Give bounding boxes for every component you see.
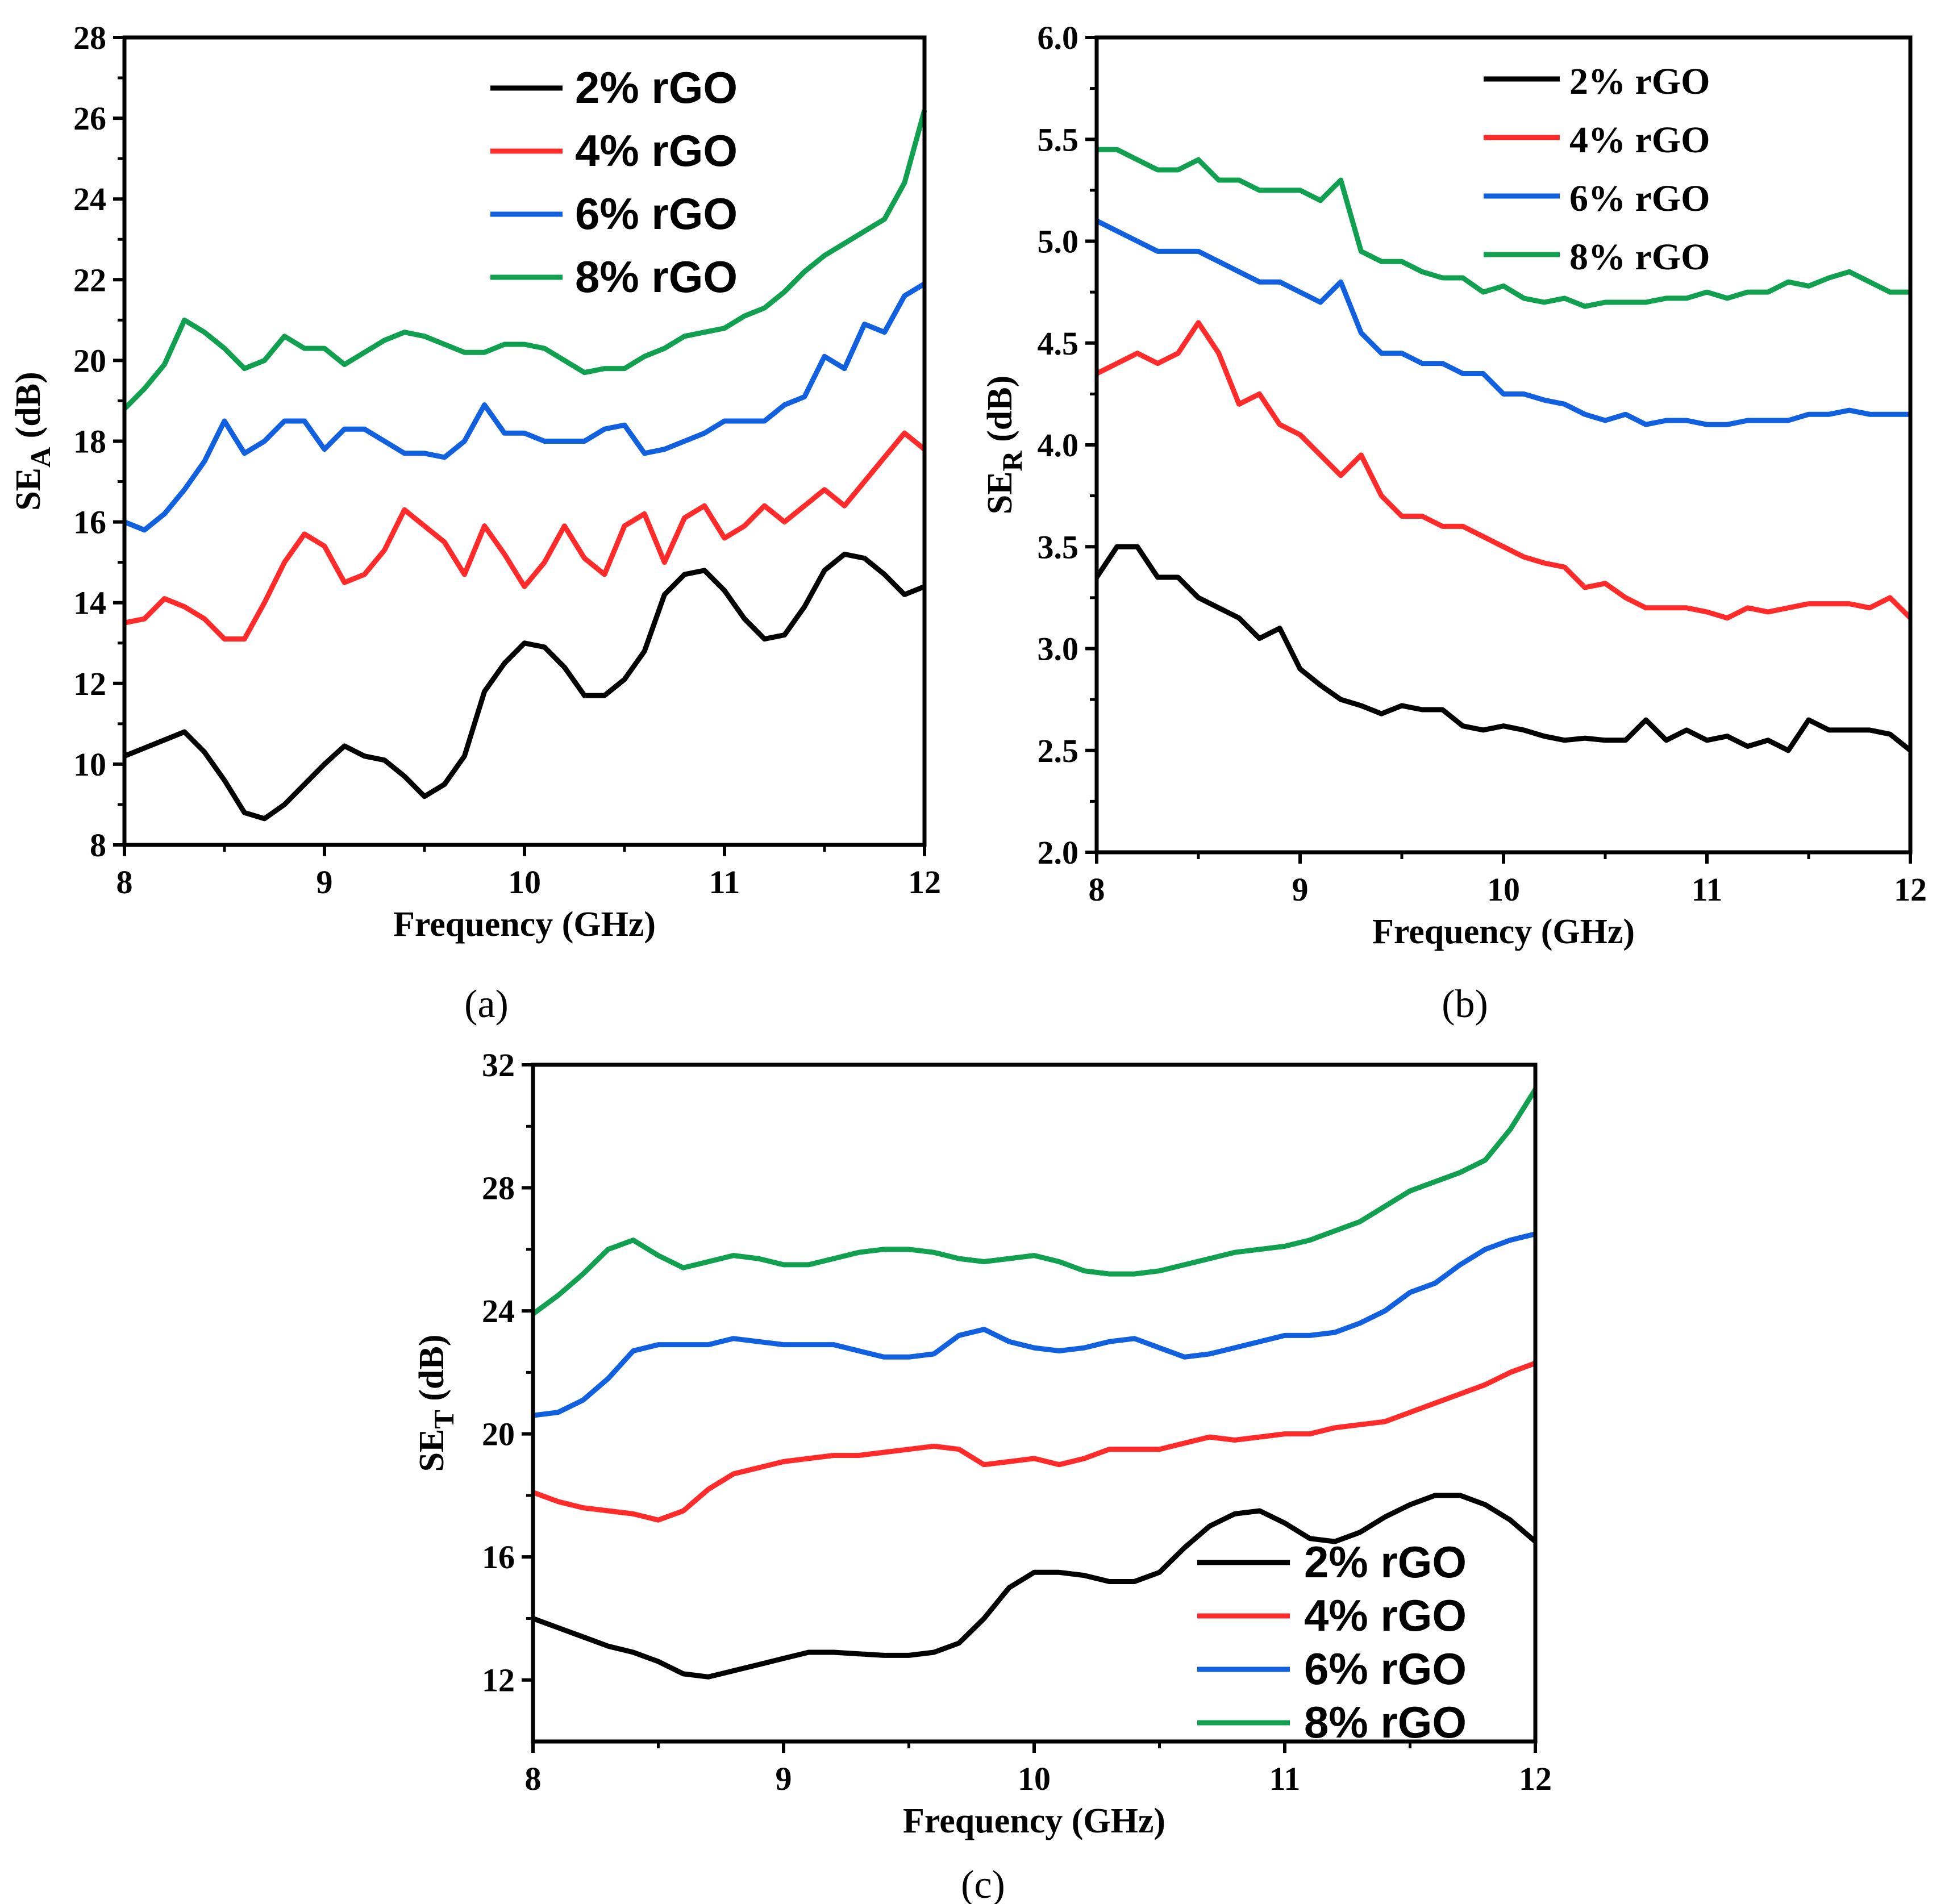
y-tick-label: 22 bbox=[73, 261, 106, 298]
y-tick-label: 32 bbox=[482, 1047, 515, 1084]
series-line-2rGO bbox=[1094, 544, 1912, 753]
x-tick-label: 11 bbox=[709, 864, 740, 901]
legend-label: 8% rGO bbox=[1304, 1697, 1467, 1747]
x-axis-label: Frequency (GHz) bbox=[903, 1802, 1165, 1840]
legend: 2% rGO 4% rGO 6% rGO 8% rGO bbox=[1484, 61, 1710, 278]
legend-label: 6% rGO bbox=[1304, 1644, 1467, 1694]
plot-frame bbox=[122, 35, 927, 847]
y-tick-label: 3.0 bbox=[1038, 631, 1079, 668]
y-tick-label: 5.0 bbox=[1038, 223, 1079, 260]
y-tick-label: 5.5 bbox=[1038, 121, 1079, 158]
y-tick-label: 20 bbox=[482, 1416, 515, 1453]
y-tick-label: 4.5 bbox=[1038, 325, 1079, 362]
legend-label: 4% rGO bbox=[1569, 119, 1710, 161]
legend-label: 2% rGO bbox=[575, 63, 738, 113]
x-tick-label: 9 bbox=[1292, 871, 1309, 908]
series-line-6rGO bbox=[123, 281, 926, 533]
plot-frame bbox=[1094, 35, 1913, 855]
y-tick-label: 12 bbox=[482, 1662, 515, 1699]
y-tick-label: 16 bbox=[73, 504, 106, 541]
series-line-6rGO bbox=[1095, 218, 1910, 427]
panel-b: 8 9 10 11 12 2.0 2.5 3.0 3.5 4.0 4.5 5.0 5.5 6.0 Frequ… bbox=[981, 19, 1927, 1026]
y-tick-label: 2.5 bbox=[1038, 732, 1079, 769]
x-axis-label: Frequency (GHz) bbox=[393, 905, 656, 944]
x-tick-label: 10 bbox=[1018, 1760, 1051, 1797]
panel-caption: (c) bbox=[961, 1863, 1005, 1904]
y-tick-label: 28 bbox=[482, 1170, 515, 1207]
legend-label: 4% rGO bbox=[1304, 1590, 1467, 1640]
series-line-8rGO bbox=[1097, 147, 1910, 309]
series-line-8rGO bbox=[531, 1088, 1538, 1316]
y-tick-label: 16 bbox=[482, 1539, 515, 1576]
x-tick-label: 10 bbox=[508, 864, 541, 901]
x-tick-label: 11 bbox=[1269, 1760, 1301, 1797]
series-line-4rGO bbox=[1095, 320, 1913, 621]
y-axis-label: SER (dB) bbox=[981, 376, 1028, 515]
legend-label: 6% rGO bbox=[575, 189, 738, 239]
series-line-8rGO bbox=[122, 109, 927, 411]
y-tick-label: 12 bbox=[73, 665, 106, 702]
legend: 2% rGO 4% rGO 6% rGO 8% rGO bbox=[490, 63, 738, 302]
panel-c: 8 9 10 11 12 12 16 20 24 28 32 Frequency (GHz) SET (… bbox=[413, 1047, 1552, 1904]
series-line-6rGO bbox=[532, 1231, 1536, 1418]
panel-a: 8 9 10 11 12 8 10 12 14 16 18 20 22 24 26 28 Frequency (… bbox=[9, 19, 941, 1026]
legend-label: 2% rGO bbox=[1569, 61, 1710, 102]
series-line-4rGO bbox=[532, 1360, 1536, 1523]
x-tick-label: 12 bbox=[1519, 1760, 1552, 1797]
y-tick-label: 14 bbox=[73, 585, 106, 622]
x-tick-label: 9 bbox=[776, 1760, 792, 1797]
y-tick-label: 20 bbox=[73, 342, 106, 379]
x-tick-label: 9 bbox=[316, 864, 333, 901]
y-tick-label: 10 bbox=[73, 746, 106, 783]
x-tick-label: 10 bbox=[1487, 871, 1520, 908]
y-tick-label: 18 bbox=[73, 423, 106, 460]
y-tick-label: 24 bbox=[482, 1293, 515, 1330]
x-tick-label: 11 bbox=[1692, 871, 1723, 908]
x-tick-label: 8 bbox=[116, 864, 133, 901]
y-axis-label: SET (dB) bbox=[413, 1335, 460, 1472]
legend-label: 4% rGO bbox=[575, 126, 738, 176]
x-tick-label: 8 bbox=[525, 1760, 542, 1797]
series-line-2rGO bbox=[123, 551, 926, 822]
y-tick-label: 8 bbox=[90, 827, 106, 864]
x-tick-label: 8 bbox=[1089, 871, 1105, 908]
x-tick-label: 12 bbox=[908, 864, 941, 901]
y-axis-label: SEA (dB) bbox=[9, 372, 56, 511]
y-tick-label: 26 bbox=[73, 100, 106, 137]
legend-label: 8% rGO bbox=[575, 252, 738, 302]
x-axis-label: Frequency (GHz) bbox=[1372, 913, 1635, 951]
legend-label: 8% rGO bbox=[1569, 236, 1710, 278]
series-line-4rGO bbox=[124, 430, 926, 642]
panel-caption: (b) bbox=[1442, 982, 1488, 1026]
y-tick-label: 6.0 bbox=[1038, 19, 1079, 56]
series-line-2rGO bbox=[532, 1493, 1537, 1680]
y-tick-label: 3.5 bbox=[1038, 528, 1079, 565]
x-tick-label: 12 bbox=[1894, 871, 1927, 908]
y-tick-label: 28 bbox=[73, 19, 106, 56]
y-tick-label: 4.0 bbox=[1038, 427, 1079, 464]
y-tick-label: 24 bbox=[73, 181, 106, 218]
y-tick-label: 2.0 bbox=[1038, 834, 1079, 871]
panel-caption: (a) bbox=[464, 982, 509, 1026]
legend-label: 6% rGO bbox=[1569, 178, 1710, 219]
legend-label: 2% rGO bbox=[1304, 1537, 1467, 1587]
